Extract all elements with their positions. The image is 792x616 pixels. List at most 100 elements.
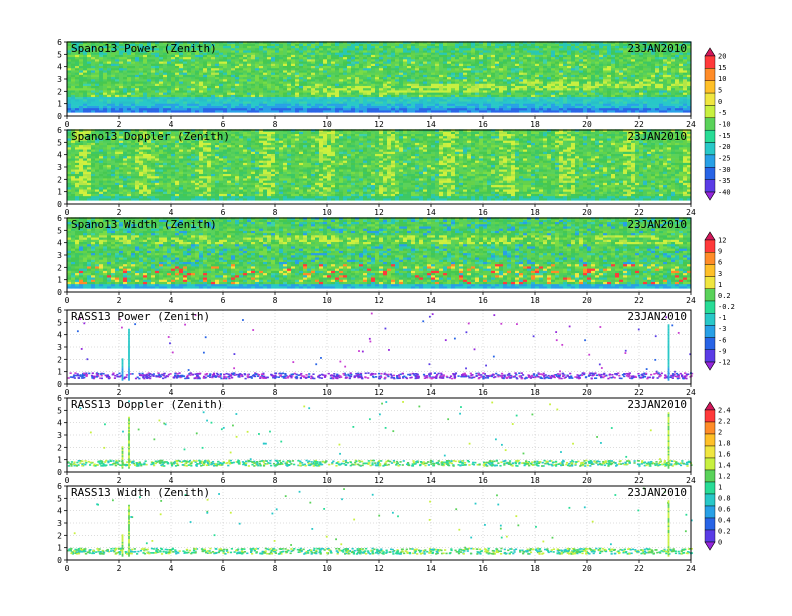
heatmap-cell — [351, 99, 355, 102]
heatmap-cell — [547, 46, 551, 49]
heatmap-cell — [535, 88, 539, 91]
heatmap-cell — [375, 83, 379, 86]
heatmap-cell — [79, 95, 83, 98]
heatmap-cell — [87, 99, 91, 102]
heatmap-cell — [235, 97, 239, 100]
heatmap-cell — [495, 43, 499, 46]
heatmap-cell — [107, 83, 111, 86]
heatmap-cell — [587, 106, 591, 109]
heatmap-cell — [587, 61, 591, 64]
heatmap-cell — [279, 110, 283, 113]
heatmap-cell — [67, 95, 71, 98]
heatmap-cell — [179, 103, 183, 106]
heatmap-cell — [551, 88, 555, 91]
heatmap-cell — [455, 75, 459, 78]
heatmap-cell — [187, 61, 191, 64]
heatmap-cell — [383, 61, 387, 64]
heatmap-cell — [375, 46, 379, 49]
heatmap-cell — [591, 46, 595, 49]
heatmap-cell — [87, 63, 91, 66]
heatmap-cell — [211, 95, 215, 98]
heatmap-cell — [387, 66, 391, 69]
heatmap-cell — [631, 81, 635, 84]
heatmap-cell — [323, 97, 327, 100]
heatmap-cell — [475, 101, 479, 104]
heatmap-cell — [271, 90, 275, 93]
heatmap-cell — [191, 108, 195, 111]
heatmap-cell — [387, 88, 391, 91]
heatmap-cell — [543, 66, 547, 69]
heatmap-cell — [647, 77, 651, 80]
heatmap-cell — [243, 92, 247, 95]
heatmap-cell — [455, 110, 459, 113]
heatmap-cell — [355, 55, 359, 58]
heatmap-cell — [323, 83, 327, 86]
heatmap-cell — [643, 77, 647, 80]
heatmap-cell — [487, 75, 491, 78]
heatmap-cell — [275, 86, 279, 89]
heatmap-cell — [515, 72, 519, 75]
heatmap-cell — [163, 61, 167, 64]
heatmap-cell — [539, 57, 543, 60]
heatmap-cell — [475, 70, 479, 73]
heatmap-cell — [267, 95, 271, 98]
heatmap-cell — [639, 75, 643, 78]
heatmap-cell — [447, 48, 451, 51]
heatmap-cell — [471, 99, 475, 102]
heatmap-cell — [395, 55, 399, 58]
heatmap-cell — [451, 57, 455, 60]
heatmap-cell — [111, 103, 115, 106]
heatmap-cell — [371, 70, 375, 73]
heatmap-cell — [423, 61, 427, 64]
heatmap-cell — [463, 101, 467, 104]
heatmap-cell — [355, 83, 359, 86]
heatmap-cell — [339, 108, 343, 111]
heatmap-cell — [247, 106, 251, 109]
heatmap-cell — [119, 101, 123, 104]
heatmap-cell — [383, 103, 387, 106]
heatmap-cell — [83, 99, 87, 102]
heatmap-cell — [419, 61, 423, 64]
heatmap-cell — [335, 97, 339, 100]
heatmap-cell — [283, 66, 287, 69]
heatmap-cell — [655, 72, 659, 75]
heatmap-cell — [547, 72, 551, 75]
heatmap-cell — [435, 43, 439, 46]
heatmap-cell — [287, 55, 291, 58]
heatmap-cell — [271, 106, 275, 109]
heatmap-cell — [379, 86, 383, 89]
heatmap-cell — [163, 103, 167, 106]
heatmap-cell — [423, 63, 427, 66]
heatmap-cell — [635, 59, 639, 62]
heatmap-cell — [595, 43, 599, 46]
heatmap-cell — [199, 70, 203, 73]
heatmap-cell — [563, 88, 567, 91]
heatmap-cell — [143, 57, 147, 60]
heatmap-cell — [599, 75, 603, 78]
heatmap-cell — [271, 92, 275, 95]
heatmap-cell — [391, 43, 395, 46]
heatmap-cell — [323, 86, 327, 89]
heatmap-cell — [675, 75, 679, 78]
heatmap-cell — [551, 108, 555, 111]
heatmap-cell — [175, 97, 179, 100]
heatmap-cell — [455, 57, 459, 60]
heatmap-cell — [191, 95, 195, 98]
heatmap-cell — [411, 63, 415, 66]
heatmap-cell — [583, 90, 587, 93]
heatmap-cell — [503, 63, 507, 66]
heatmap-cell — [339, 70, 343, 73]
heatmap-cell — [91, 59, 95, 62]
heatmap-cell — [603, 63, 607, 66]
heatmap-cell — [427, 106, 431, 109]
heatmap-cell — [387, 99, 391, 102]
heatmap-cell — [307, 90, 311, 93]
heatmap-cell — [283, 63, 287, 66]
heatmap-cell — [223, 57, 227, 60]
heatmap-cell — [387, 59, 391, 62]
heatmap-cell — [647, 70, 651, 73]
heatmap-cell — [519, 95, 523, 98]
heatmap-cell — [215, 110, 219, 113]
heatmap-cell — [523, 108, 527, 111]
heatmap-cell — [279, 61, 283, 64]
